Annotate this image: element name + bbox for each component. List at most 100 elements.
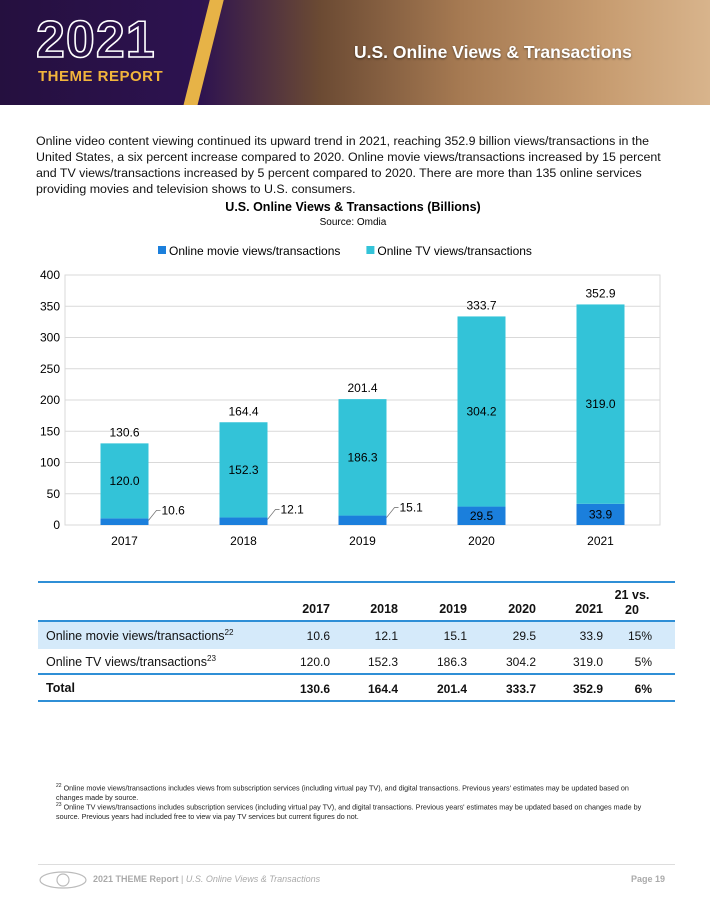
column-header: 2019 <box>439 602 467 616</box>
table-cell: 319.0 <box>572 655 603 669</box>
table-cell: 15% <box>627 629 652 643</box>
bar-segment <box>576 503 625 525</box>
row-label: Total <box>46 681 75 695</box>
table-rule <box>38 620 675 622</box>
leader-line <box>386 507 399 518</box>
x-tick-label: 2017 <box>111 534 138 548</box>
row-highlight <box>38 622 675 649</box>
legend-label: Online movie views/transactions <box>169 244 340 258</box>
footnote-num: 22 <box>56 783 62 789</box>
bar-segment <box>338 515 387 525</box>
footer-logo <box>39 871 87 889</box>
bar-segment <box>219 517 268 525</box>
y-tick-label: 0 <box>53 518 60 532</box>
leader-line <box>148 509 161 521</box>
value-label: 12.1 <box>281 502 305 516</box>
chart-title: U.S. Online Views & Transactions (Billio… <box>225 200 480 214</box>
value-label: 15.1 <box>400 501 424 515</box>
total-label: 333.7 <box>466 298 496 312</box>
table-cell: 120.0 <box>299 655 330 669</box>
table-cell: 15.1 <box>443 629 467 643</box>
chart-subtitle: Source: Omdia <box>320 217 387 228</box>
footer: 2021 THEME Report | U.S. Online Views & … <box>38 864 675 895</box>
x-tick-label: 2020 <box>468 534 495 548</box>
value-label: 33.9 <box>589 507 613 521</box>
footer-sep: | <box>181 874 184 884</box>
logo-sub: THEME REPORT <box>38 68 164 85</box>
footnote: 22 Online movie views/transactions includ… <box>56 782 646 802</box>
table-cell: 164.4 <box>367 682 398 696</box>
x-tick-label: 2018 <box>230 534 257 548</box>
row-label: Online movie views/transactions22 <box>46 628 234 643</box>
y-tick-label: 200 <box>40 393 60 407</box>
header-banner: 2021 THEME REPORT U.S. Online Views & Tr… <box>0 0 710 105</box>
footnote-ref: 22 <box>224 628 234 637</box>
footer-page: Page 19 <box>630 874 665 884</box>
value-label: 319.0 <box>585 397 615 411</box>
value-label: 10.6 <box>162 503 186 517</box>
footer-report: 2021 THEME Report <box>93 874 179 884</box>
column-header: 2020 <box>508 602 536 616</box>
bar-segment <box>100 443 149 519</box>
total-label: 352.9 <box>585 286 615 300</box>
footer-section: U.S. Online Views & Transactions <box>185 874 321 884</box>
row-label-text: Online TV views/transactions <box>46 655 207 670</box>
footnote: 23 Online TV views/transactions includes … <box>56 801 646 821</box>
row-label-text: Total <box>46 681 75 695</box>
y-tick-label: 250 <box>40 362 60 376</box>
table-cell: 29.5 <box>512 629 536 643</box>
bar-segment <box>219 422 268 518</box>
table-cell: 352.9 <box>572 682 603 696</box>
table-cell: 201.4 <box>436 682 467 696</box>
table-cell: 5% <box>634 655 652 669</box>
row-label-text: Online movie views/transactions <box>46 629 225 644</box>
value-label: 186.3 <box>347 450 377 464</box>
footnote-num: 23 <box>56 802 62 808</box>
table-cell: 152.3 <box>367 655 398 669</box>
table-cell: 333.7 <box>505 682 536 696</box>
y-tick-label: 150 <box>40 424 60 438</box>
value-label: 120.0 <box>109 474 139 488</box>
legend-swatch <box>366 246 375 254</box>
footnote-ref: 23 <box>206 654 216 663</box>
bar-segment <box>576 304 625 504</box>
table-rule <box>38 700 675 702</box>
leader-line <box>267 509 280 520</box>
table-cell: 33.9 <box>579 629 603 643</box>
y-tick-label: 50 <box>47 487 61 501</box>
y-tick-label: 100 <box>40 456 60 470</box>
legend-label: Online TV views/transactions <box>377 244 532 258</box>
bar-segment <box>457 506 506 525</box>
bar-segment <box>338 399 387 516</box>
y-tick-label: 400 <box>40 268 60 282</box>
bar-segment <box>100 518 149 525</box>
table-cell: 10.6 <box>306 629 330 643</box>
footnote-text: Online TV views/transactions includes su… <box>56 802 642 821</box>
gold-stripe <box>179 0 227 105</box>
value-label: 29.5 <box>470 509 494 523</box>
table-rule <box>38 581 675 583</box>
column-header: 21 vs. 20 <box>614 588 650 617</box>
y-tick-label: 350 <box>40 299 60 313</box>
table-cell: 186.3 <box>436 655 467 669</box>
bar-segment <box>457 316 506 507</box>
table-cell: 12.1 <box>374 629 398 643</box>
column-header: 2018 <box>370 602 398 616</box>
value-label: 152.3 <box>228 463 258 477</box>
header-title: U.S. Online Views & Transactions <box>354 42 632 62</box>
table-cell: 6% <box>634 682 652 696</box>
column-header: 2017 <box>302 602 330 616</box>
total-label: 201.4 <box>347 381 377 395</box>
table-rule <box>38 673 675 675</box>
total-label: 164.4 <box>228 404 258 418</box>
legend-swatch <box>158 246 166 254</box>
logo-year: 2021 <box>35 11 156 69</box>
total-label: 130.6 <box>109 425 139 439</box>
chart: U.S. Online Views & Transactions (Billio… <box>40 200 661 548</box>
intro-paragraph: Online video content viewing continued i… <box>36 134 661 196</box>
footnote-text: Online movie views/transactions includes… <box>56 783 629 802</box>
table-cell: 130.6 <box>299 682 330 696</box>
x-tick-label: 2019 <box>349 534 376 548</box>
x-tick-label: 2021 <box>587 534 614 548</box>
